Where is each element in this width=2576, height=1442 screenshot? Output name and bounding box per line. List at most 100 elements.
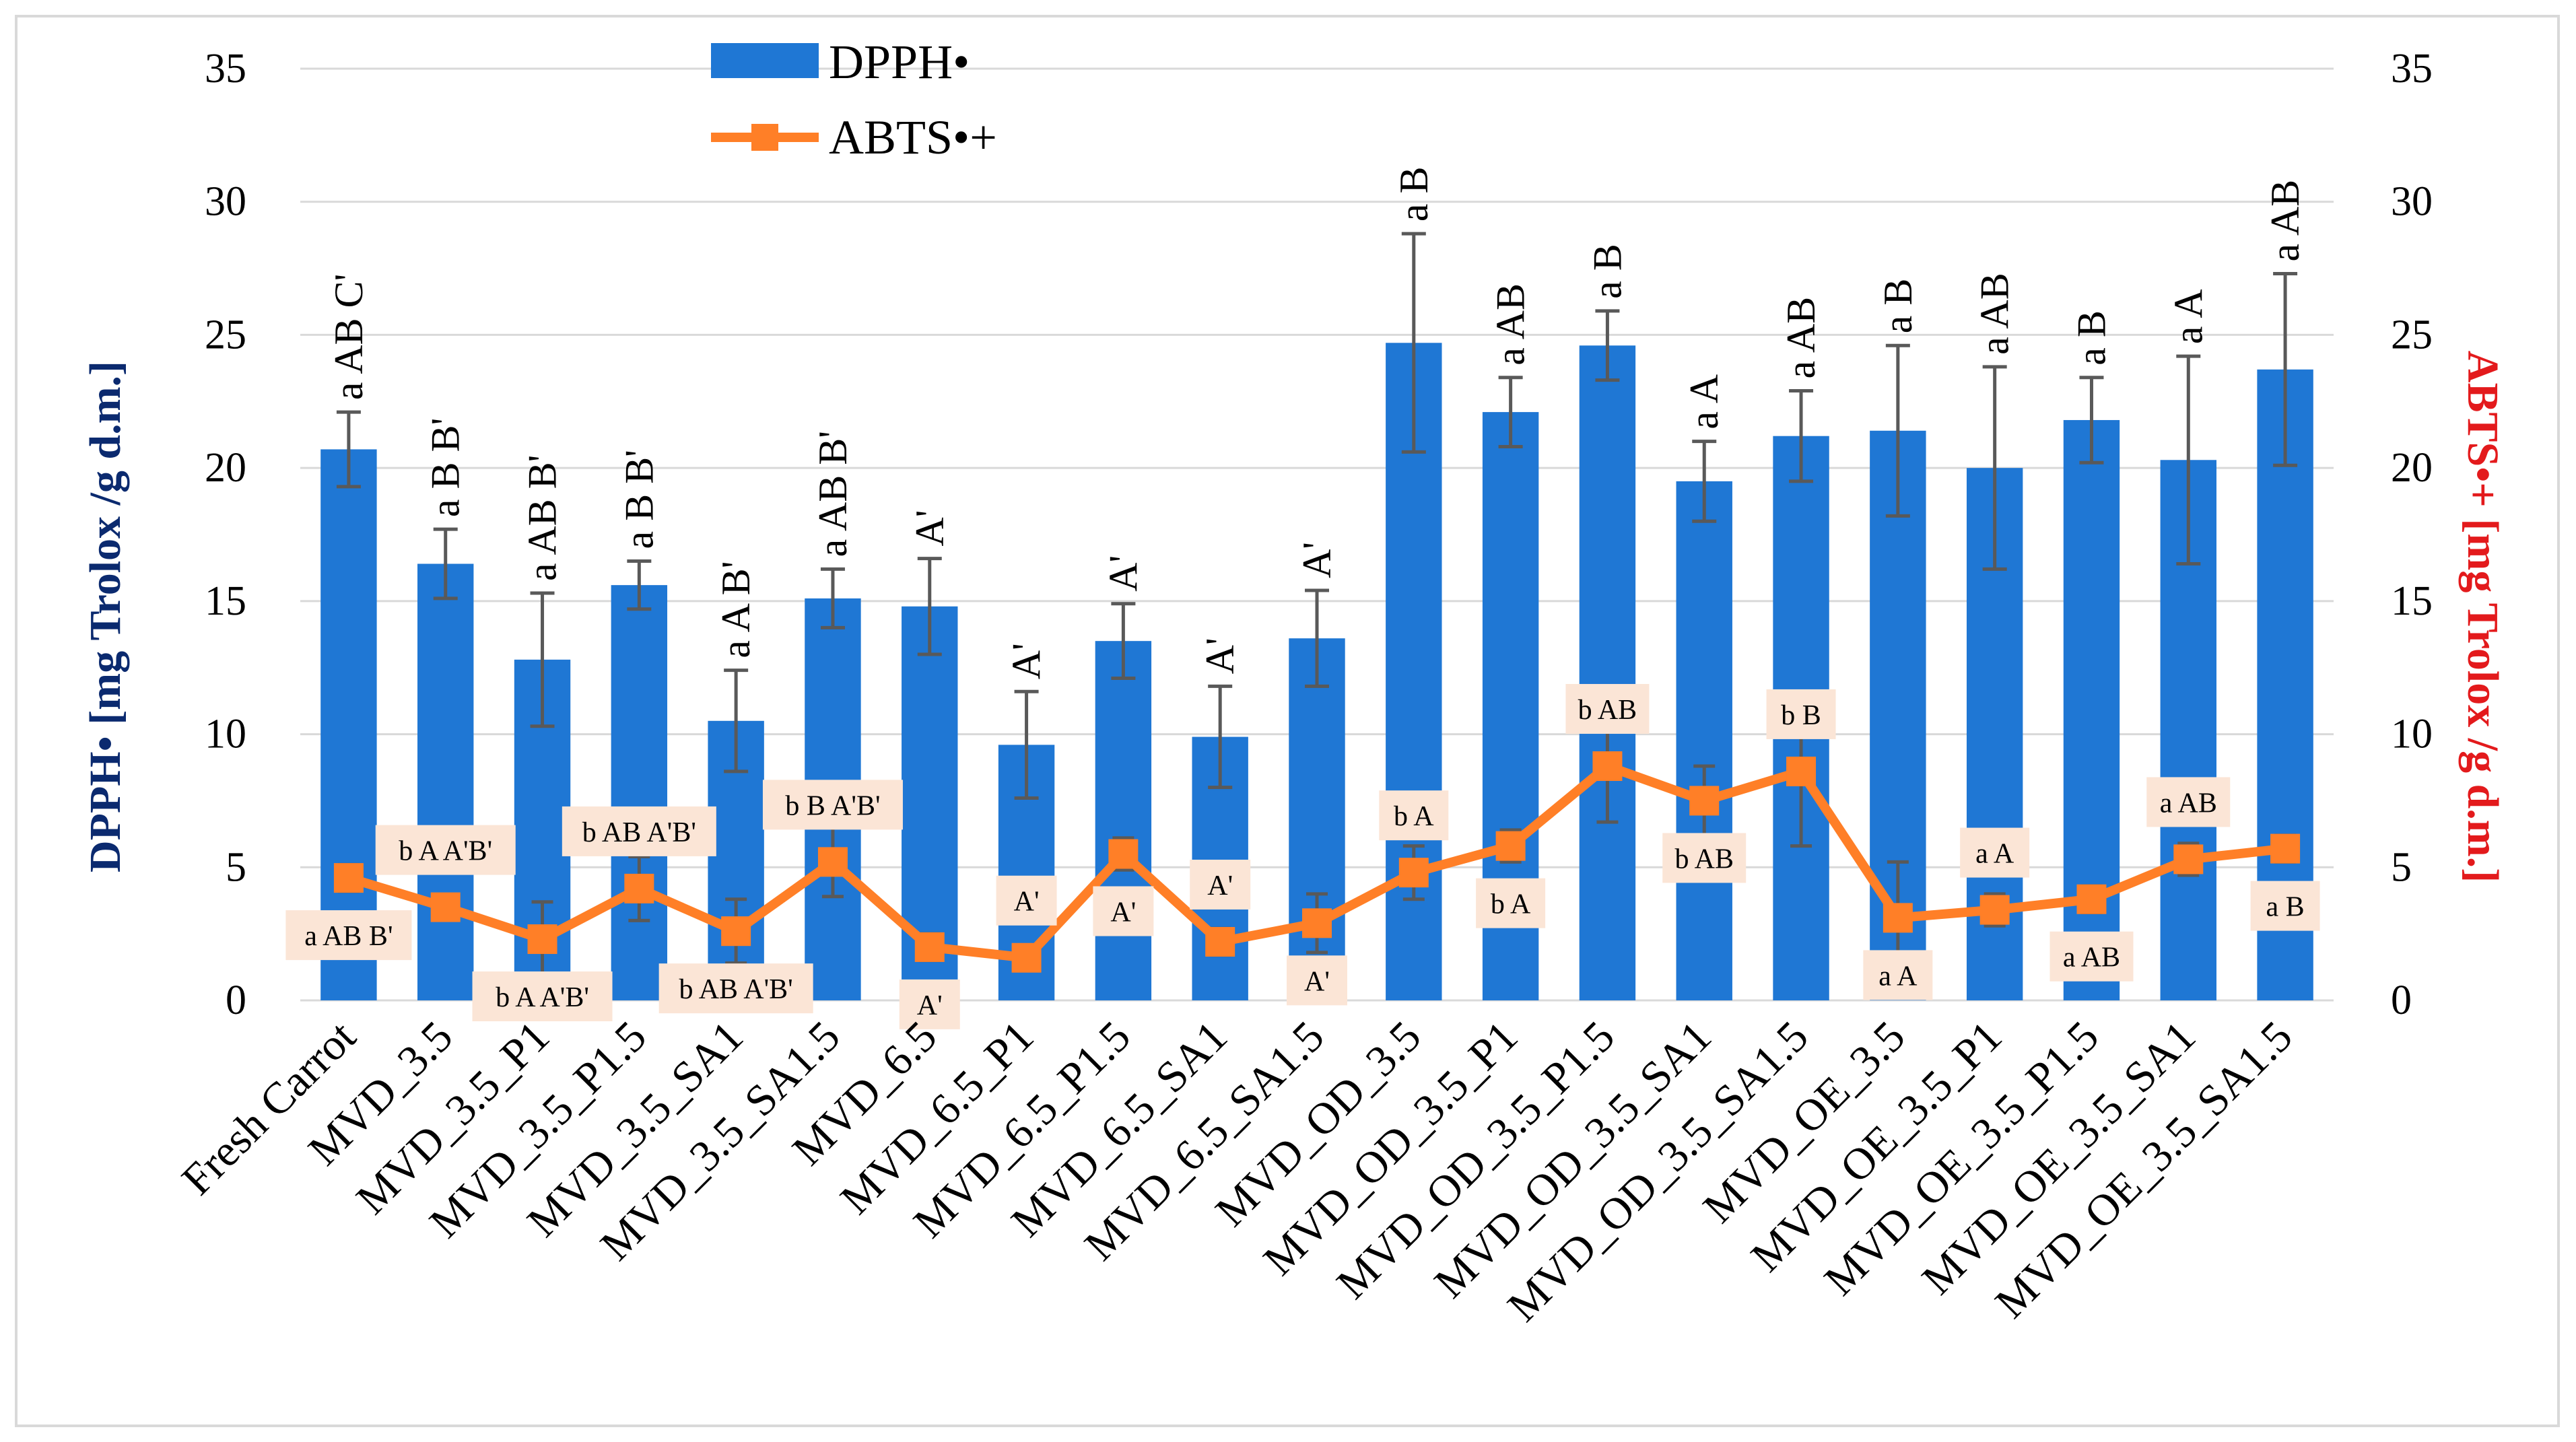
abts-label-box [1960, 827, 2030, 878]
dpph-error-bars [336, 232, 2298, 800]
abts-point [333, 863, 364, 893]
abts-label-box [562, 806, 716, 856]
abts-label: A' [1014, 887, 1040, 918]
abts-point [1786, 756, 1817, 786]
abts-label: a AB B' [304, 921, 393, 952]
abts-label-box [375, 825, 516, 875]
dpph-letter-label: a AB [1973, 273, 2017, 355]
abts-point [2270, 833, 2301, 864]
abts-label-box [1766, 689, 1836, 739]
abts-label-box [2250, 881, 2320, 931]
abts-label: b AB A'B' [582, 817, 696, 848]
dpph-letter-label: a AB C' [327, 274, 371, 401]
left-tick-label: 20 [205, 445, 246, 491]
abts-point [2173, 844, 2204, 874]
abts-label: b AB [1578, 695, 1637, 726]
dpph-letter-label: a B B' [423, 418, 468, 517]
left-tick-label: 10 [205, 712, 246, 757]
dpph-letter-label: a B [1876, 279, 1920, 334]
dpph-letter-label: a A [2166, 289, 2210, 344]
abts-label-box [1476, 878, 1546, 928]
abts-label: b B [1781, 700, 1821, 731]
abts-label-box [996, 875, 1057, 926]
right-axis-title: ABTS•+ [mg Trolox /g d.m.] [2458, 351, 2507, 883]
dpph-bar [611, 585, 668, 1000]
dpph-letter-label: A' [1295, 542, 1339, 578]
abts-label: b A A'B' [399, 836, 492, 867]
right-tick-label: 5 [2391, 844, 2412, 890]
abts-label-box [285, 910, 412, 961]
legend-abts-label: ABTS•+ [829, 110, 997, 164]
abts-point [2076, 884, 2107, 914]
abts-point [527, 924, 557, 955]
abts-point [1011, 942, 1042, 973]
left-axis-ticks: 0 5 10 15 20 25 30 35 [205, 46, 246, 1023]
legend-dpph-swatch [711, 43, 819, 78]
dpph-bar [1579, 345, 1636, 1000]
dpph-bar [417, 563, 474, 1000]
abts-label-box [658, 963, 813, 1014]
abts-point [721, 916, 751, 947]
abts-point [1592, 751, 1623, 782]
right-tick-label: 35 [2391, 46, 2433, 92]
abts-label-box [762, 780, 903, 830]
left-axis-title: DPPH• [mg Trolox /g d.m.] [81, 361, 130, 872]
dpph-letter-label: a B B' [617, 450, 661, 549]
abts-point [430, 892, 461, 922]
abts-point [1689, 786, 1720, 816]
abts-label: b A [1491, 889, 1531, 920]
abts-point [1205, 927, 1235, 957]
dpph-letter-label: a B [2069, 310, 2113, 366]
abts-label: A' [1304, 966, 1330, 997]
dpph-letter-label: a AB [1489, 283, 1533, 366]
abts-label-box [2049, 931, 2134, 982]
dpph-letter-label: A' [908, 510, 952, 546]
abts-significance-labels: a AB B' b A A'B' b A A'B' b AB A'B' b AB A'B… [285, 684, 2320, 1029]
right-tick-label: 20 [2391, 445, 2433, 491]
abts-label: b AB A'B' [679, 974, 793, 1005]
left-tick-label: 25 [205, 312, 246, 357]
dpph-letter-label: a B [1392, 167, 1436, 222]
left-tick-label: 5 [226, 844, 246, 890]
abts-label: b AB [1674, 844, 1734, 874]
abts-label-box [2146, 777, 2231, 827]
abts-label: A' [1207, 870, 1233, 901]
chart-frame: a AB C' a B B' a AB B' a B B' a A B' a AB B' A… [15, 15, 2560, 1427]
abts-point [1108, 839, 1139, 869]
dpph-letter-label: a B [1585, 244, 1629, 299]
right-tick-label: 15 [2391, 578, 2433, 624]
dpph-letter-label: a AB [1779, 297, 1823, 379]
dpph-letter-label: A' [1198, 638, 1242, 674]
abts-label-box [1565, 684, 1650, 734]
abts-line [333, 751, 2301, 973]
left-tick-label: 15 [205, 578, 246, 624]
category-labels: Fresh CarrotMVD_3.5MVD_3.5_P1MVD_3.5_P1.… [172, 1012, 2301, 1331]
abts-point [1979, 895, 2010, 925]
abts-label: A' [917, 990, 943, 1021]
abts-point [1883, 903, 1913, 933]
abts-label: a AB [2160, 788, 2217, 819]
dpph-letter-label: a AB B' [811, 431, 855, 557]
dpph-letter-label: a A B' [714, 561, 758, 658]
abts-point [1302, 908, 1332, 938]
abts-label: b B A'B' [785, 790, 880, 821]
left-tick-label: 30 [205, 179, 246, 225]
dpph-letter-label: a AB [2263, 180, 2307, 262]
dpph-bar [1095, 641, 1152, 1000]
legend: DPPH• ABTS•+ [711, 35, 997, 164]
dpph-bar [1676, 481, 1732, 1000]
dpph-letter-label: a A [1682, 374, 1726, 430]
dpph-letter-label: A' [1005, 643, 1049, 679]
abts-label: b A A'B' [496, 982, 589, 1013]
abts-label-box [1863, 950, 1933, 1000]
left-tick-label: 0 [226, 977, 246, 1023]
left-tick-label: 35 [205, 46, 246, 92]
right-tick-label: 25 [2391, 312, 2433, 357]
abts-point [817, 847, 848, 877]
right-tick-label: 30 [2391, 179, 2433, 225]
abts-label-box [1190, 860, 1251, 910]
legend-abts-marker [751, 124, 778, 151]
abts-label-box [1379, 790, 1449, 841]
abts-label: a A [1975, 839, 2014, 870]
abts-point [914, 932, 945, 962]
